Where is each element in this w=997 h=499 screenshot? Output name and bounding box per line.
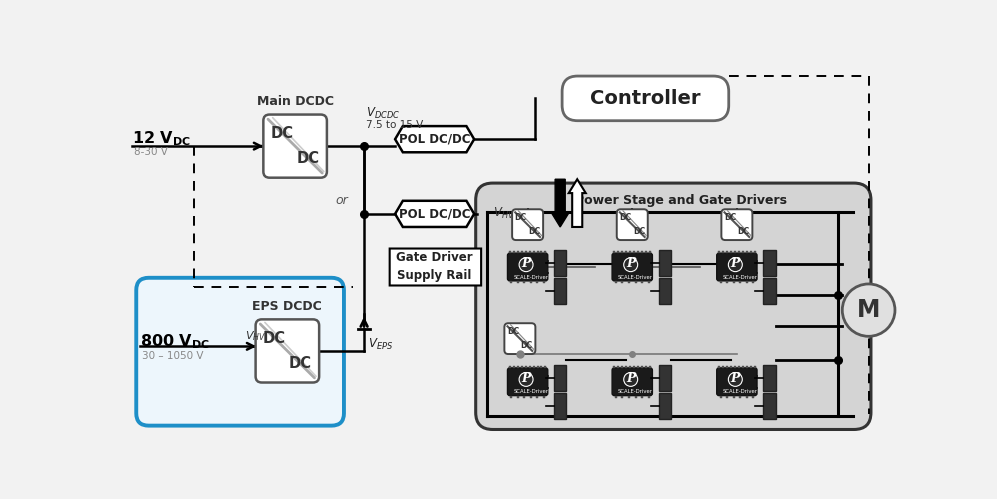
Text: Power Stage and Gate Drivers: Power Stage and Gate Drivers <box>575 194 788 207</box>
Polygon shape <box>395 126 475 152</box>
Circle shape <box>729 258 743 271</box>
Polygon shape <box>395 201 475 227</box>
FancyBboxPatch shape <box>504 323 535 354</box>
Text: $V_{HV}$: $V_{HV}$ <box>244 329 266 343</box>
Text: SCALE-Driver: SCALE-Driver <box>513 274 548 279</box>
Text: P: P <box>521 257 530 270</box>
Text: $V_{EPS}$: $V_{EPS}$ <box>368 337 393 352</box>
Text: DC: DC <box>514 214 526 223</box>
Text: Gate Driver
Supply Rail: Gate Driver Supply Rail <box>397 250 473 282</box>
Text: POL DC/DC: POL DC/DC <box>399 133 471 146</box>
Text: P: P <box>626 372 635 385</box>
Text: $\mathbf{12\ V_{DC}}$: $\mathbf{12\ V_{DC}}$ <box>133 129 191 148</box>
Text: DC: DC <box>738 227 750 236</box>
FancyBboxPatch shape <box>554 365 566 391</box>
Text: DC: DC <box>288 356 312 371</box>
Circle shape <box>519 258 533 271</box>
FancyBboxPatch shape <box>617 209 648 240</box>
FancyBboxPatch shape <box>554 250 566 276</box>
Text: 30 – 1050 V: 30 – 1050 V <box>143 351 204 361</box>
FancyBboxPatch shape <box>717 368 757 396</box>
Text: M: M <box>857 298 880 322</box>
Circle shape <box>729 372 743 386</box>
FancyBboxPatch shape <box>507 368 547 396</box>
Text: P: P <box>731 372 740 385</box>
Text: SCALE-Driver: SCALE-Driver <box>618 274 653 279</box>
FancyBboxPatch shape <box>512 209 543 240</box>
FancyBboxPatch shape <box>764 278 776 304</box>
Text: P: P <box>731 257 740 270</box>
FancyBboxPatch shape <box>476 183 871 430</box>
Text: DC: DC <box>263 331 286 346</box>
FancyBboxPatch shape <box>265 116 325 176</box>
Text: DC: DC <box>271 126 294 141</box>
FancyBboxPatch shape <box>137 278 344 426</box>
FancyArrow shape <box>568 179 586 227</box>
FancyBboxPatch shape <box>764 365 776 391</box>
Text: DC: DC <box>633 227 645 236</box>
Text: DC: DC <box>528 227 540 236</box>
Text: SCALE-Driver: SCALE-Driver <box>723 389 758 394</box>
FancyBboxPatch shape <box>554 393 566 419</box>
FancyBboxPatch shape <box>764 250 776 276</box>
Text: $V_{HV}$: $V_{HV}$ <box>493 206 515 222</box>
FancyBboxPatch shape <box>554 278 566 304</box>
FancyBboxPatch shape <box>507 253 547 281</box>
Circle shape <box>519 372 533 386</box>
FancyBboxPatch shape <box>764 393 776 419</box>
FancyBboxPatch shape <box>722 209 753 240</box>
Circle shape <box>624 372 638 386</box>
FancyArrow shape <box>551 179 568 227</box>
Text: 7.5 to 15 V: 7.5 to 15 V <box>367 120 424 130</box>
FancyBboxPatch shape <box>659 365 671 391</box>
Text: 8-30 V: 8-30 V <box>134 147 167 157</box>
FancyBboxPatch shape <box>612 368 652 396</box>
Text: POL DC/DC: POL DC/DC <box>399 208 471 221</box>
Text: DC: DC <box>724 214 736 223</box>
Text: P: P <box>626 257 635 270</box>
Text: Main DCDC: Main DCDC <box>256 95 334 108</box>
Text: DC: DC <box>520 341 532 350</box>
FancyBboxPatch shape <box>562 76 729 121</box>
FancyBboxPatch shape <box>659 278 671 304</box>
Text: SCALE-Driver: SCALE-Driver <box>723 274 758 279</box>
FancyBboxPatch shape <box>659 393 671 419</box>
Text: Controller: Controller <box>590 89 701 108</box>
Circle shape <box>624 258 638 271</box>
Text: DC: DC <box>296 151 319 166</box>
FancyBboxPatch shape <box>257 321 318 381</box>
Text: $V_{DCDC}$: $V_{DCDC}$ <box>367 106 401 121</box>
Text: EPS DCDC: EPS DCDC <box>252 300 322 313</box>
Circle shape <box>842 284 895 336</box>
FancyBboxPatch shape <box>263 115 327 178</box>
Text: or: or <box>335 194 348 207</box>
FancyBboxPatch shape <box>612 253 652 281</box>
Text: SCALE-Driver: SCALE-Driver <box>513 389 548 394</box>
Text: DC: DC <box>507 327 519 336</box>
FancyBboxPatch shape <box>390 249 482 285</box>
FancyBboxPatch shape <box>659 250 671 276</box>
Text: DC: DC <box>619 214 631 223</box>
FancyBboxPatch shape <box>255 319 319 383</box>
FancyBboxPatch shape <box>717 253 757 281</box>
Text: SCALE-Driver: SCALE-Driver <box>618 389 653 394</box>
Text: $\mathbf{800\ V_{DC}}$: $\mathbf{800\ V_{DC}}$ <box>141 332 210 351</box>
Text: P: P <box>521 372 530 385</box>
